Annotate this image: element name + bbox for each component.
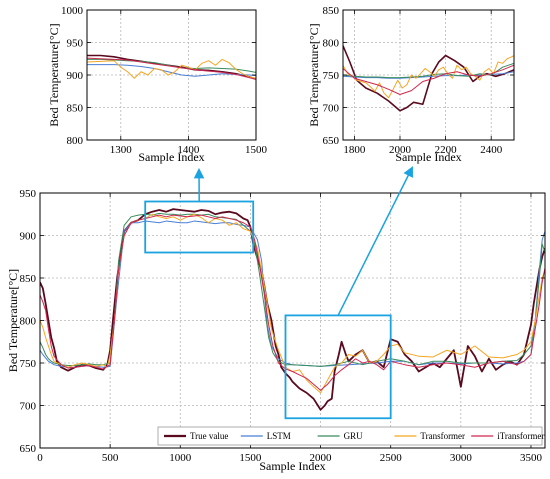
main-x-axis-label: Sample Index [259,459,325,473]
x-tick-label: 1400 [177,144,200,156]
zoom2-x-axis-label: Sample Index [395,150,461,164]
y-tick-label: 950 [20,188,37,200]
series-line-transformer [343,55,514,99]
series-line-true-value [343,45,514,112]
main-panel: 0 500 1000 1500 2000 2500 3000 3500 650 700 750 800… [6,188,546,473]
legend-label-gru: GRU [344,431,364,441]
y-tick-label: 700 [20,401,37,413]
x-tick-label: 1000 [169,452,192,464]
zoom-box-1 [144,200,255,254]
zoom-arrows [193,166,413,316]
x-tick-label: 1500 [245,144,268,156]
series-line-itransformer [87,57,256,81]
y-tick-label: 950 [67,38,84,50]
zoom2-y-axis-label: Bed Temperature[°C] [307,23,321,126]
zoom2-axes: 1800 2000 2200 2400 650 700 750 800 850 [323,5,514,156]
x-tick-label: 1300 [110,144,133,156]
y-tick-label: 850 [20,273,37,285]
y-tick-label: 1000 [61,5,84,17]
zoom-panel-1: 1300 1400 1500 800 850 900 950 1000 Sample Inde… [47,5,268,164]
x-tick-label: 2000 [310,452,333,464]
zoom1-grid [87,10,256,140]
y-tick-label: 900 [20,231,37,243]
legend-box [157,426,543,446]
legend: True value LSTM GRU Transformer iTransformer [157,426,544,446]
zoom1-y-axis-label: Bed Temperature[°C] [47,23,61,126]
y-tick-label: 800 [20,316,37,328]
y-tick-label: 650 [323,135,340,147]
x-tick-label: 0 [37,452,43,464]
y-tick-label: 650 [20,443,37,455]
y-tick-label: 850 [323,5,340,17]
y-tick-label: 800 [323,38,340,50]
series-line-true-value [40,208,545,411]
zoom1-series [87,54,256,81]
main-grid [40,193,545,448]
x-tick-label: 1500 [239,452,262,464]
y-tick-label: 700 [323,103,340,115]
series-line-itransformer [40,214,545,391]
x-tick-label: 2000 [389,144,412,156]
y-tick-label: 900 [67,70,84,82]
y-tick-label: 800 [67,135,84,147]
main-series [40,208,545,411]
series-line-gru [40,212,545,367]
y-tick-label: 750 [323,70,340,82]
x-tick-label: 3000 [450,452,473,464]
y-tick-label: 750 [20,358,37,370]
zoom-box-2 [284,314,392,420]
x-tick-label: 2400 [480,144,503,156]
zoom2-series [343,45,514,112]
x-tick-label: 2500 [380,452,403,464]
legend-label-lstm: LSTM [267,431,291,441]
x-tick-label: 2200 [435,144,458,156]
zoom1-axes: 1300 1400 1500 800 850 900 950 1000 [61,5,268,156]
x-tick-label: 1800 [343,144,366,156]
zoom1-x-axis-label: Sample Index [138,150,204,164]
series-line-gru [343,62,514,79]
zoom-panel-2: 1800 2000 2200 2400 650 700 750 800 850 Sample I… [307,5,515,164]
legend-label-transformer: Transformer [420,431,465,441]
main-axes: 0 500 1000 1500 2000 2500 3000 3500 650 700 750 800… [20,188,545,464]
main-y-axis-label: Bed Temperature[°C] [6,269,20,372]
legend-label-true-value: True value [190,431,228,441]
zoom-arrow-2 [337,166,413,316]
x-tick-label: 500 [102,452,119,464]
y-tick-label: 850 [67,103,84,115]
series-line-transformer [87,58,256,79]
legend-label-itransformer: iTransformer [497,431,544,441]
x-tick-label: 3500 [520,452,543,464]
series-line-itransformer [343,64,514,95]
